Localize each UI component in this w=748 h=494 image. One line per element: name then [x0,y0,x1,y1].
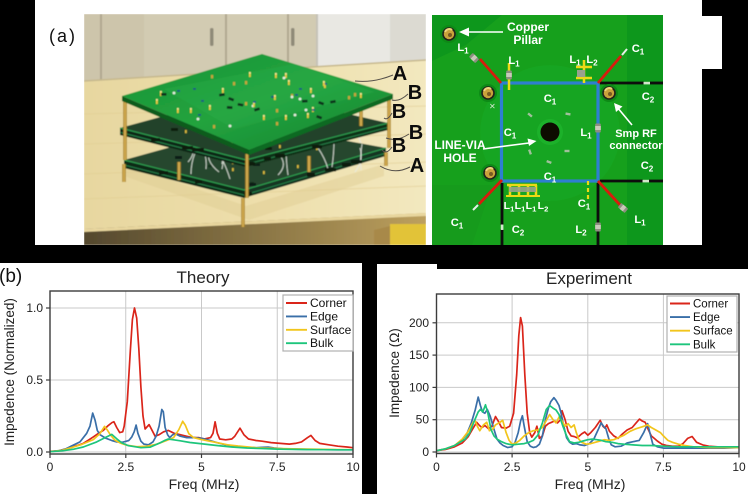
svg-text:7.5: 7.5 [269,460,286,474]
svg-text:Copper: Copper [507,20,549,34]
svg-text:Pillar: Pillar [513,33,543,47]
svg-text:10: 10 [732,460,746,474]
svg-text:0: 0 [47,460,54,474]
svg-text:A: A [410,155,424,177]
svg-text:L1: L1 [504,200,515,214]
svg-text:connector: connector [609,140,663,152]
svg-text:0.5: 0.5 [26,373,43,387]
svg-text:200: 200 [409,316,429,330]
svg-text:50: 50 [416,413,430,427]
svg-text:7.5: 7.5 [655,460,672,474]
svg-text:B: B [408,82,422,104]
svg-text:B: B [409,122,423,144]
svg-text:150: 150 [409,348,429,362]
svg-text:0: 0 [433,460,440,474]
svg-text:L2: L2 [575,224,587,238]
svg-text:10: 10 [346,460,360,474]
svg-text:L1: L1 [569,54,581,68]
svg-text:5: 5 [198,460,205,474]
svg-text:1.0: 1.0 [26,301,43,315]
svg-text:Impedence (Normalized): Impedence (Normalized) [2,298,17,446]
svg-text:L1: L1 [457,42,469,56]
svg-text:5: 5 [584,460,591,474]
svg-text:Impedence (Ω): Impedence (Ω) [387,328,402,418]
svg-text:Edge: Edge [693,312,720,324]
svg-text:B: B [392,135,406,157]
svg-text:0: 0 [422,445,429,459]
svg-text:Freq (MHz): Freq (MHz) [555,476,626,492]
svg-text:Edge: Edge [310,309,338,323]
svg-text:Experiment: Experiment [546,269,632,288]
svg-text:Bulk: Bulk [693,339,716,351]
svg-text:Surface: Surface [310,323,352,337]
svg-text:(b): (b) [0,266,22,287]
svg-text:HOLE: HOLE [443,151,476,165]
svg-text:✕: ✕ [489,102,496,111]
svg-text:Surface: Surface [693,326,733,338]
svg-text:Bulk: Bulk [310,336,334,350]
svg-text:L1: L1 [634,214,646,228]
svg-text:L1: L1 [580,127,592,141]
svg-text:L2: L2 [586,54,598,68]
svg-text:L1: L1 [515,200,526,214]
svg-text:Smp RF: Smp RF [615,128,657,140]
svg-text:100: 100 [409,380,429,394]
svg-text:0.0: 0.0 [26,445,43,459]
svg-text:Corner: Corner [310,296,347,310]
svg-text:L1: L1 [526,200,537,214]
svg-text:Freq (MHz): Freq (MHz) [169,476,240,492]
svg-text:2.5: 2.5 [117,460,134,474]
svg-text:A: A [393,63,407,85]
svg-text:B: B [392,101,406,123]
svg-text:Corner: Corner [693,299,728,311]
svg-text:L1: L1 [508,55,520,69]
svg-text:2.5: 2.5 [504,460,521,474]
svg-text:LINE-VIA: LINE-VIA [434,138,486,152]
svg-text:L2: L2 [538,200,549,214]
svg-text:Theory: Theory [177,268,230,287]
